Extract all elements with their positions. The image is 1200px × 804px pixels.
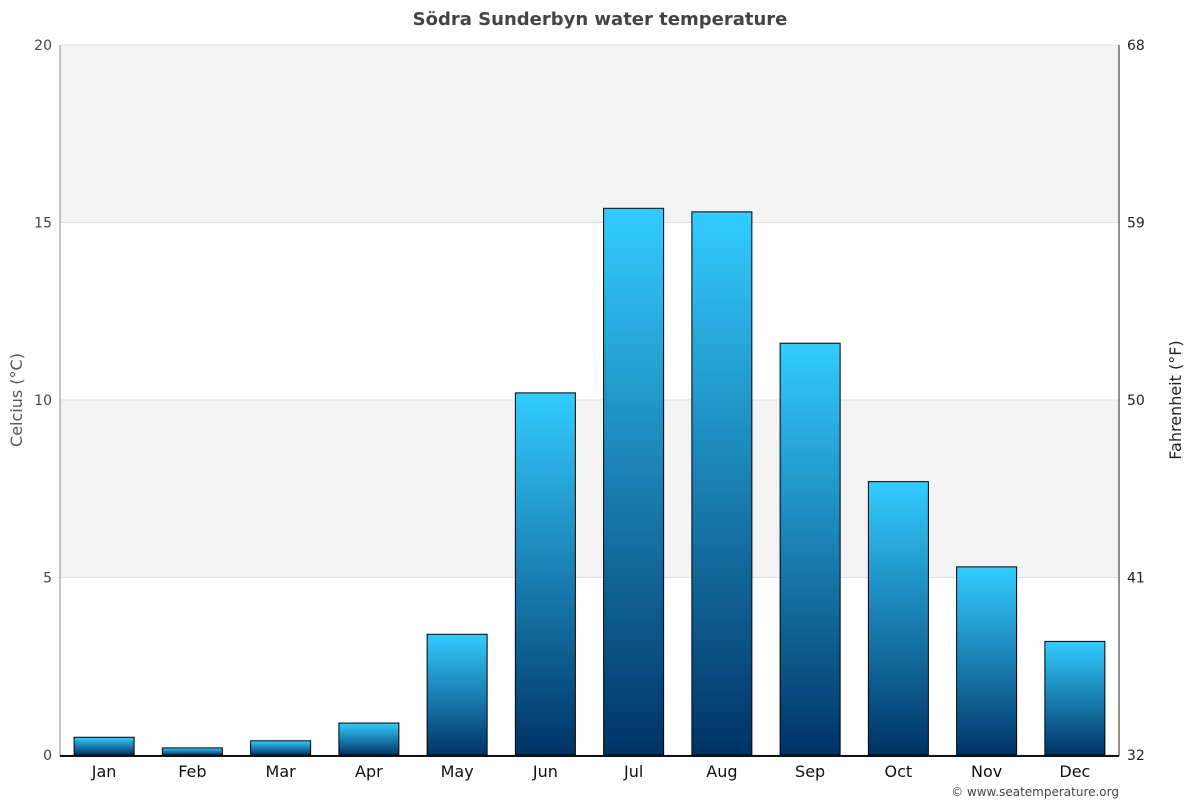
- x-tick-label: Mar: [266, 762, 297, 781]
- y2-tick-label: 32: [1127, 748, 1145, 764]
- y2-tick-label: 41: [1127, 571, 1145, 587]
- x-tick-label: Oct: [885, 762, 913, 781]
- bar-nov[interactable]: [956, 566, 1018, 756]
- y-tick-label: 10: [34, 393, 52, 409]
- y2-tick-label: 59: [1127, 216, 1145, 232]
- x-tick-label: Dec: [1059, 762, 1090, 781]
- bar-sep[interactable]: [779, 342, 841, 756]
- bar-feb[interactable]: [161, 747, 223, 756]
- bar-dec[interactable]: [1044, 640, 1106, 756]
- bar-mar[interactable]: [250, 740, 312, 756]
- y2-tick-label: 50: [1127, 393, 1145, 409]
- chart-title: Södra Sunderbyn water temperature: [413, 9, 788, 30]
- bar-may[interactable]: [426, 633, 488, 756]
- x-tick-label: Feb: [178, 762, 206, 781]
- y2-tick-label: 68: [1127, 38, 1145, 54]
- bar-aug[interactable]: [691, 211, 753, 756]
- bar-jun[interactable]: [514, 392, 576, 756]
- y-tick-label: 20: [34, 38, 52, 54]
- y-axis-label: Celcius (°C): [7, 353, 26, 447]
- bar-oct[interactable]: [867, 481, 929, 756]
- x-tick-label: Apr: [355, 762, 383, 781]
- bar-jul[interactable]: [603, 207, 665, 756]
- x-tick-label: May: [441, 762, 474, 781]
- x-tick-label: Aug: [706, 762, 737, 781]
- x-tick-label: Jan: [91, 762, 117, 781]
- credit-link[interactable]: © www.seatemperature.org: [951, 785, 1119, 799]
- y-tick-label: 15: [34, 216, 52, 232]
- x-tick-label: Jul: [623, 762, 643, 781]
- y-tick-label: 5: [43, 571, 52, 587]
- x-tick-label: Jun: [532, 762, 558, 781]
- bar-jan[interactable]: [73, 736, 135, 756]
- y2-axis-label: Fahrenheit (°F): [1166, 340, 1185, 459]
- y-tick-label: 0: [43, 748, 52, 764]
- x-tick-label: Sep: [795, 762, 825, 781]
- x-tick-label: Nov: [971, 762, 1002, 781]
- grid-band: [60, 400, 1119, 578]
- bar-apr[interactable]: [338, 722, 400, 756]
- grid-band: [60, 45, 1119, 223]
